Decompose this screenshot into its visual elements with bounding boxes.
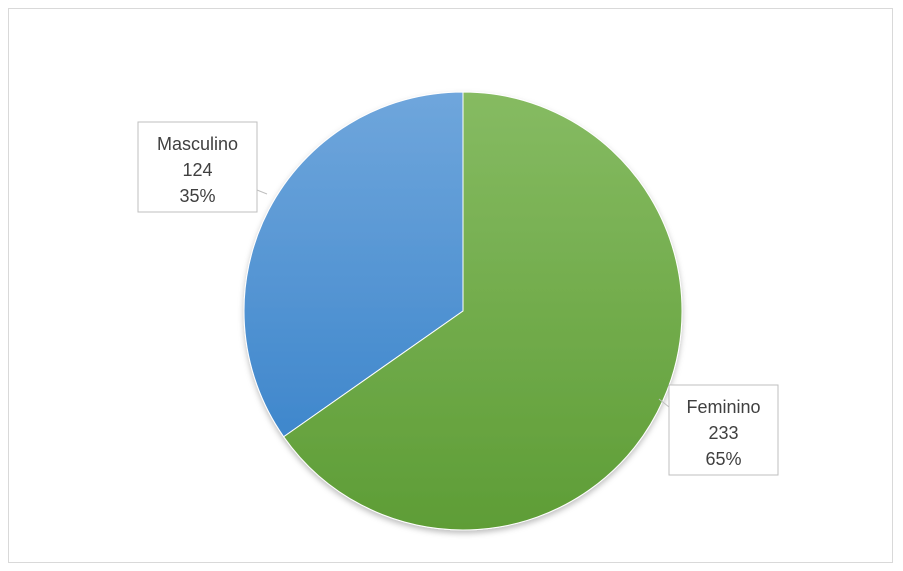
- data-label-value: 233: [708, 423, 738, 443]
- data-label-masculino: Masculino 124 35%: [137, 121, 268, 213]
- chart-area: Masculino 124 35% Feminino 233 65%: [8, 8, 893, 563]
- data-label-category: Masculino: [157, 134, 238, 154]
- pie-slice-masculino: [243, 91, 464, 438]
- data-label-feminino: Feminino 233 65%: [658, 384, 779, 476]
- pie-chart: Masculino 124 35% Feminino 233 65%: [137, 91, 779, 531]
- data-label-value: 124: [182, 160, 212, 180]
- data-label-leader-line: [658, 398, 670, 408]
- data-label-box: [137, 121, 258, 213]
- data-label-leader-line: [256, 189, 268, 195]
- pie-slice-feminino: [283, 91, 683, 531]
- pie-data-labels: Masculino 124 35% Feminino 233 65%: [137, 121, 779, 476]
- data-label-category: Feminino: [686, 397, 760, 417]
- data-label-percent: 65%: [705, 449, 741, 469]
- pie-slices: [243, 91, 683, 531]
- data-label-percent: 35%: [179, 186, 215, 206]
- data-label-box: [668, 384, 779, 476]
